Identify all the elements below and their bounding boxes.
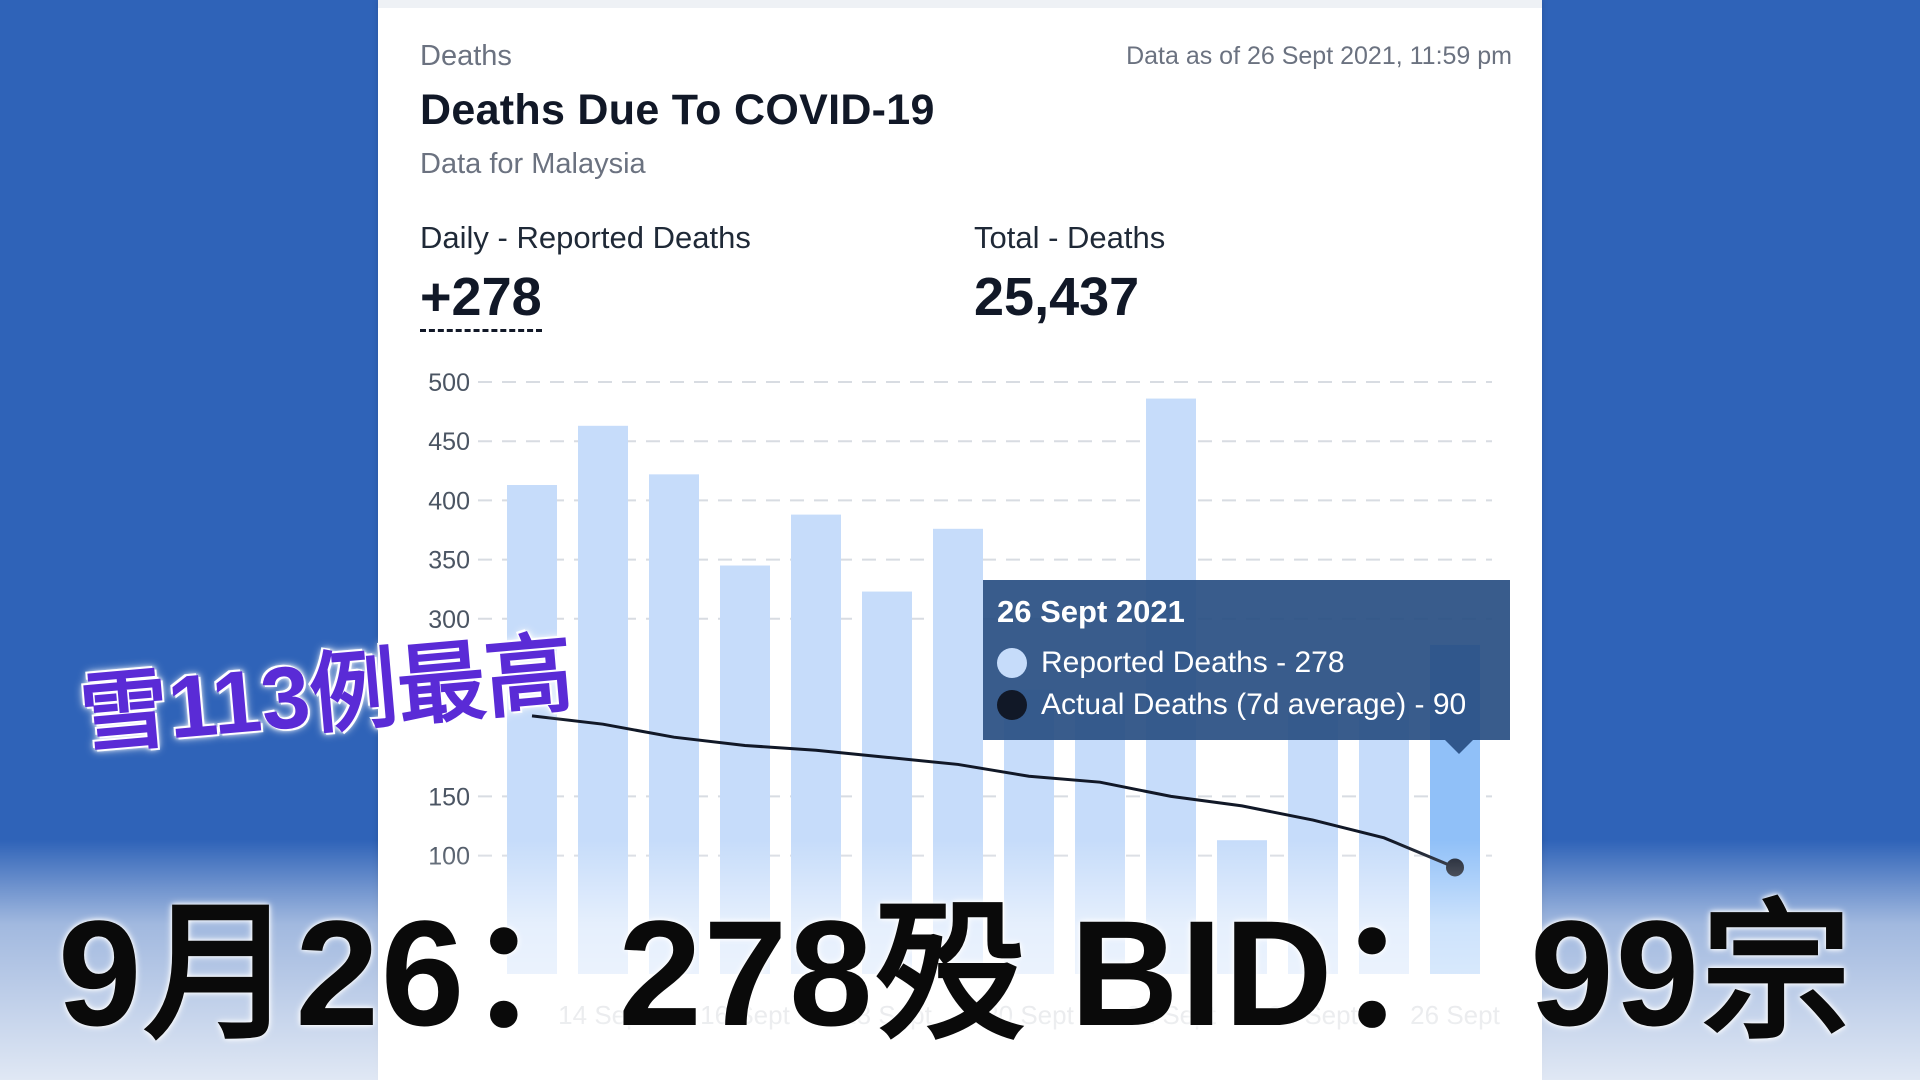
reported-legend-dot — [997, 648, 1027, 678]
y-tick-label-400: 400 — [428, 487, 470, 515]
total-deaths-value: 25,437 — [974, 267, 1140, 327]
daily-deaths-value[interactable]: +278 — [420, 266, 542, 332]
bottom-fade — [0, 840, 1920, 1080]
section-label: Deaths — [420, 40, 512, 72]
chart-title: Deaths Due To COVID-19 — [420, 86, 935, 134]
y-tick-label-300: 300 — [428, 606, 470, 634]
y-tick-label-450: 450 — [428, 428, 470, 456]
daily-deaths-number[interactable]: +278 — [420, 267, 542, 332]
tooltip-row-actual: Actual Deaths (7d average) - 90 — [997, 688, 1466, 722]
y-tick-label-150: 150 — [428, 783, 470, 811]
tooltip-reported-text: Reported Deaths - 278 — [1041, 646, 1345, 679]
total-deaths-label: Total - Deaths — [974, 220, 1166, 255]
tooltip-actual-text: Actual Deaths (7d average) - 90 — [1041, 688, 1467, 721]
average-line — [531, 714, 1456, 869]
chart-tooltip: 26 Sept 2021 Reported Deaths - 278 Actua… — [983, 580, 1510, 740]
data-timestamp: Data as of 26 Sept 2021, 11:59 pm — [1126, 42, 1512, 70]
card-top-border — [378, 0, 1542, 8]
tooltip-title: 26 Sept 2021 — [997, 594, 1185, 629]
chart-subtitle: Data for Malaysia — [420, 148, 646, 180]
daily-deaths-label: Daily - Reported Deaths — [420, 220, 751, 255]
y-tick-label-500: 500 — [428, 369, 470, 397]
overlay-caption-big: 9月26：278殁 BID： 99宗 — [58, 889, 1854, 1057]
tooltip-row-reported: Reported Deaths - 278 — [997, 646, 1345, 680]
actual-legend-dot — [997, 690, 1027, 720]
tooltip-pointer — [1445, 740, 1473, 754]
y-tick-label-350: 350 — [428, 547, 470, 575]
